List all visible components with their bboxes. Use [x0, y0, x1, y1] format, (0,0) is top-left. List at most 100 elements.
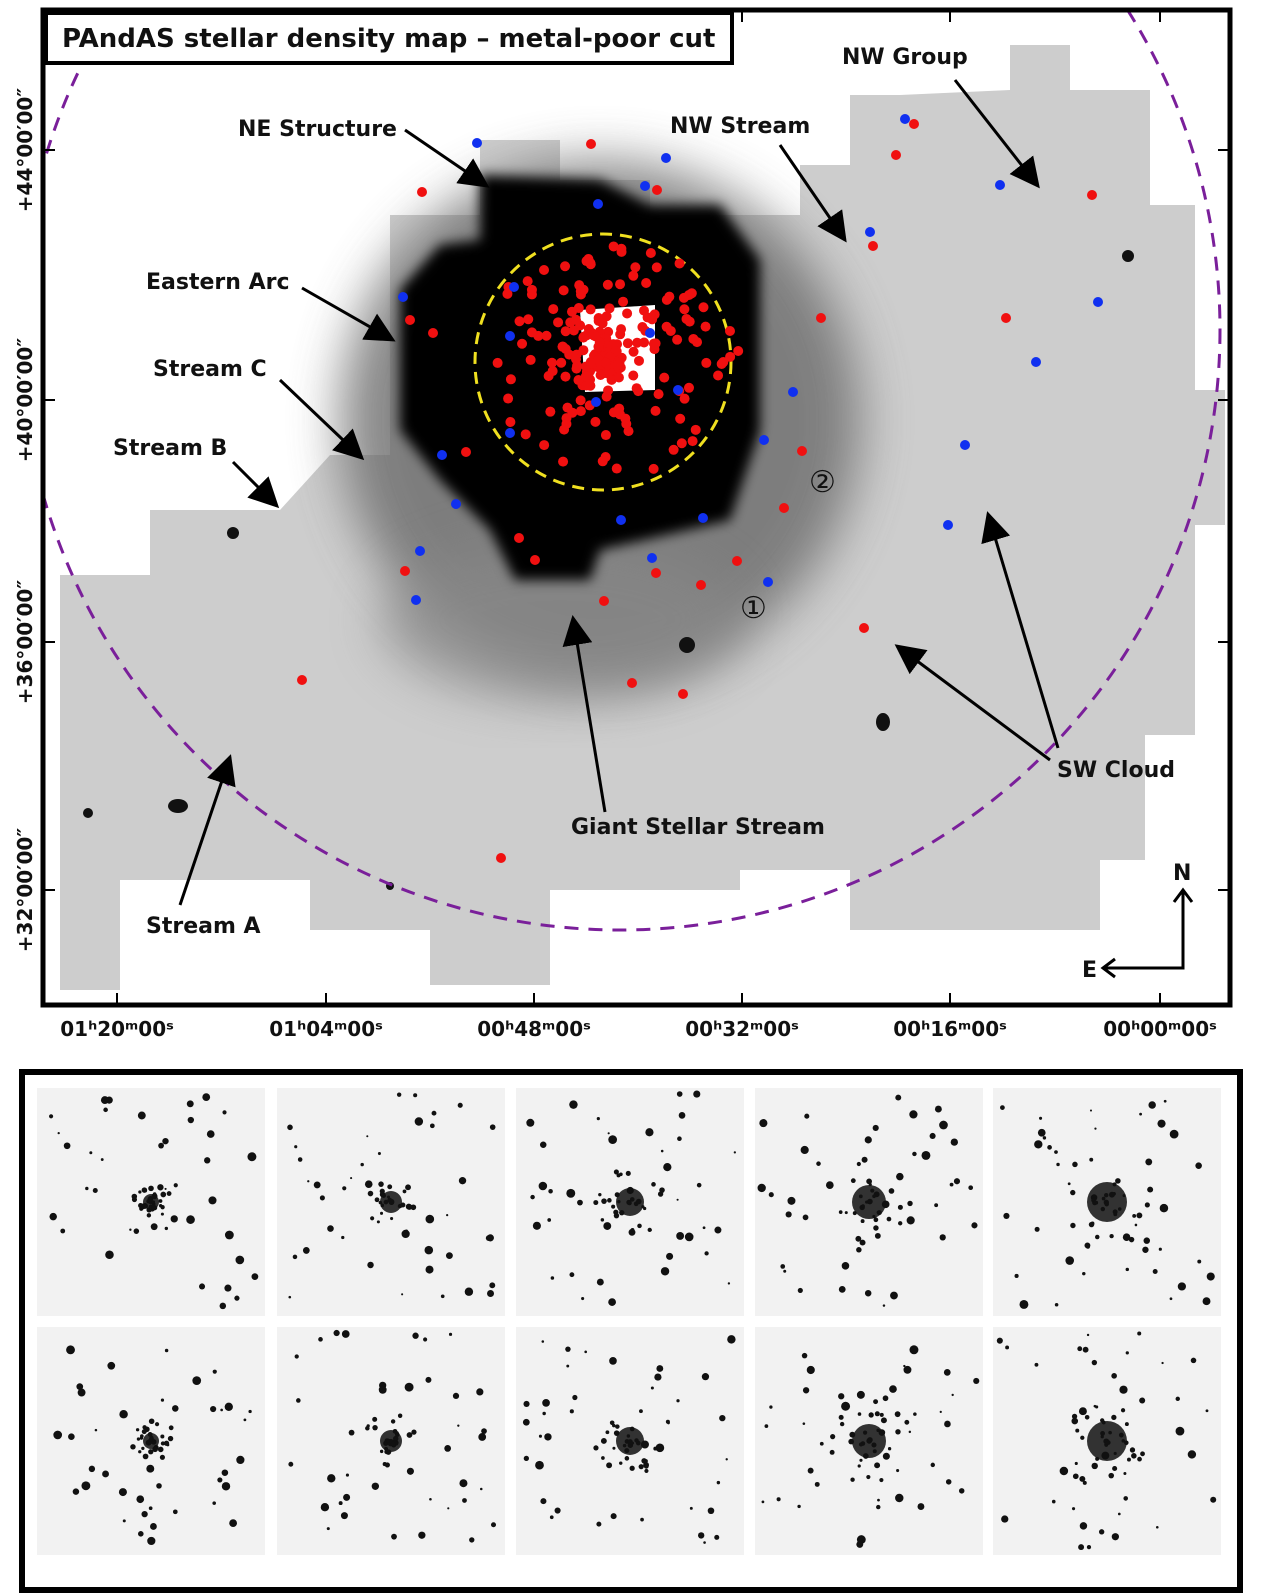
- star: [693, 1090, 701, 1098]
- star: [464, 1287, 474, 1296]
- star: [584, 1350, 587, 1354]
- star: [547, 1218, 552, 1222]
- cluster-star: [859, 1458, 863, 1462]
- star: [60, 1228, 66, 1234]
- star: [895, 1094, 902, 1101]
- cluster-star: [856, 1161, 861, 1167]
- cluster-star: [148, 1418, 155, 1425]
- cluster-star: [152, 1446, 158, 1453]
- cluster-star: [392, 1428, 398, 1434]
- cluster-star: [897, 1204, 903, 1210]
- cluster-dot: [575, 406, 586, 417]
- cluster-dot: [612, 360, 623, 371]
- star: [444, 1445, 452, 1452]
- star: [945, 1479, 952, 1485]
- cluster-star: [624, 1448, 630, 1454]
- star: [1117, 1512, 1121, 1516]
- star: [906, 1216, 915, 1225]
- cluster-star: [880, 1417, 887, 1424]
- star: [542, 1411, 546, 1416]
- cluster-star: [1108, 1191, 1115, 1198]
- star: [378, 1385, 387, 1394]
- cluster-dot: [525, 354, 536, 365]
- star: [1065, 1256, 1075, 1265]
- cluster-dot: [690, 424, 701, 435]
- star: [1071, 1417, 1079, 1425]
- cluster-dot: [601, 391, 612, 402]
- star: [943, 1369, 951, 1376]
- star: [431, 1110, 437, 1116]
- star: [1125, 1351, 1129, 1355]
- star: [689, 1506, 693, 1510]
- star: [802, 1422, 806, 1425]
- cluster-star: [866, 1438, 873, 1444]
- cluster-star: [879, 1412, 884, 1417]
- star: [523, 1455, 529, 1461]
- cluster-dot: [503, 393, 514, 404]
- star: [856, 1247, 862, 1253]
- cluster-star: [381, 1193, 386, 1198]
- cluster-dot: [417, 187, 427, 197]
- galaxy: [679, 637, 695, 653]
- star: [783, 1269, 787, 1273]
- cluster-dot: [616, 324, 627, 335]
- star: [1034, 1362, 1039, 1367]
- star: [210, 1405, 217, 1413]
- star: [171, 1405, 179, 1412]
- cluster-star: [607, 1198, 612, 1203]
- cluster-dot: [678, 689, 688, 699]
- title-box: [44, 11, 734, 65]
- cluster-star: [160, 1441, 165, 1446]
- star: [1190, 1357, 1197, 1364]
- cluster-star: [152, 1192, 157, 1196]
- star: [526, 1118, 535, 1127]
- cluster-star: [1105, 1440, 1111, 1445]
- star: [92, 1187, 98, 1193]
- star: [874, 1462, 881, 1469]
- star: [603, 1222, 612, 1230]
- star: [457, 1424, 460, 1427]
- cluster-dot: [651, 568, 661, 578]
- star: [458, 1177, 467, 1185]
- star: [425, 1214, 435, 1224]
- cluster-star: [857, 1412, 862, 1416]
- star: [391, 1533, 397, 1540]
- star: [1039, 1116, 1043, 1120]
- cluster-star: [1100, 1430, 1106, 1436]
- star: [1177, 1282, 1186, 1291]
- star: [186, 1215, 195, 1224]
- cluster-star: [400, 1202, 406, 1208]
- cluster-star: [895, 1429, 901, 1435]
- star: [235, 1255, 245, 1265]
- star: [787, 1196, 796, 1205]
- cluster-dot: [411, 595, 421, 605]
- star: [404, 1382, 414, 1392]
- star: [607, 1132, 610, 1135]
- star: [367, 1261, 374, 1269]
- cluster-star: [614, 1192, 620, 1198]
- cluster-star: [1095, 1456, 1100, 1461]
- star: [532, 1221, 541, 1230]
- cluster-star: [838, 1210, 843, 1214]
- star: [1003, 1212, 1010, 1219]
- cluster-star: [613, 1209, 619, 1215]
- cluster-dot: [639, 305, 650, 316]
- star: [913, 1412, 917, 1416]
- star: [158, 1142, 164, 1149]
- star: [841, 1262, 850, 1270]
- star: [1111, 1373, 1117, 1379]
- star: [542, 1399, 550, 1407]
- cluster-star: [138, 1450, 142, 1454]
- star: [452, 1392, 460, 1400]
- star: [490, 1522, 497, 1528]
- star: [856, 1390, 865, 1399]
- star: [481, 1428, 487, 1434]
- gss-glow: [380, 540, 740, 700]
- star: [76, 1383, 84, 1390]
- cluster-dot: [602, 279, 613, 290]
- cluster-star: [160, 1191, 167, 1198]
- cluster-dot: [637, 322, 648, 333]
- cluster-dot: [816, 313, 826, 323]
- cluster-dot: [647, 553, 657, 563]
- star: [396, 1092, 402, 1097]
